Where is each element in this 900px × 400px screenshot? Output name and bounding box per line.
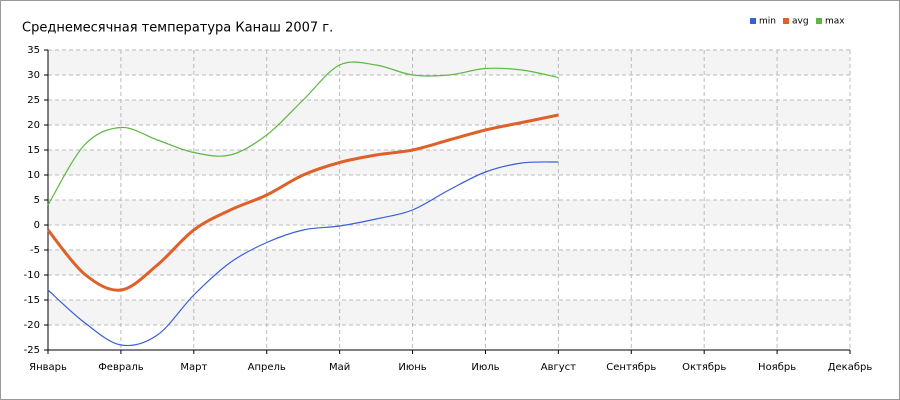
y-tick-label: -5	[30, 245, 40, 256]
x-tick-label: Июнь	[398, 362, 426, 373]
y-tick-label: 20	[27, 120, 40, 131]
x-tick-label: Ноябрь	[758, 362, 796, 373]
x-tick-label: Январь	[29, 362, 67, 373]
grid-band	[48, 250, 850, 275]
x-tick-label: Октябрь	[682, 362, 726, 373]
y-tick-label: -20	[24, 320, 40, 331]
x-tick-label: Апрель	[248, 362, 286, 373]
chart-title: Среднемесячная температура Канаш 2007 г.	[22, 21, 333, 36]
legend-label: max	[825, 17, 845, 27]
y-tick-label: -10	[24, 270, 40, 281]
y-tick-label: 25	[27, 95, 40, 106]
y-tick-label: 35	[27, 45, 40, 56]
x-tick-label: Май	[329, 362, 350, 373]
legend-swatch	[783, 18, 789, 24]
legend-label: avg	[792, 17, 809, 27]
y-tick-label: 0	[34, 220, 40, 231]
legend-label: min	[759, 17, 776, 27]
x-tick-label: Август	[541, 362, 576, 373]
x-tick-label: Март	[180, 362, 207, 373]
grid-band	[48, 300, 850, 325]
y-tick-label: 30	[27, 70, 40, 81]
y-tick-label: 15	[27, 145, 40, 156]
x-tick-label: Сентябрь	[606, 362, 656, 373]
legend-swatch	[750, 18, 756, 24]
line-0	[47, 161, 559, 347]
x-tick-label: Декабрь	[828, 362, 873, 373]
grid-band	[48, 150, 850, 175]
x-tick-label: Июль	[471, 362, 499, 373]
y-tick-label: -25	[24, 345, 40, 356]
x-tick-label: Февраль	[98, 362, 144, 373]
y-tick-label: -15	[24, 295, 40, 306]
line-2	[47, 61, 559, 206]
line-1	[46, 113, 559, 292]
y-tick-label: 10	[27, 170, 40, 181]
legend-swatch	[816, 18, 822, 24]
grid-band	[48, 50, 850, 75]
grid-band	[48, 200, 850, 225]
y-tick-label: 5	[34, 195, 40, 206]
grid-band	[48, 100, 850, 125]
